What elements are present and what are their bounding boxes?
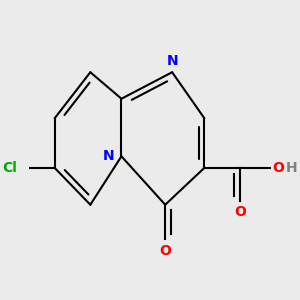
Text: Cl: Cl [2, 161, 17, 175]
Text: N: N [166, 54, 178, 68]
Text: O: O [272, 161, 284, 175]
Text: N: N [103, 149, 115, 163]
Text: O: O [159, 244, 171, 258]
Text: O: O [234, 205, 246, 219]
Text: H: H [286, 161, 298, 175]
